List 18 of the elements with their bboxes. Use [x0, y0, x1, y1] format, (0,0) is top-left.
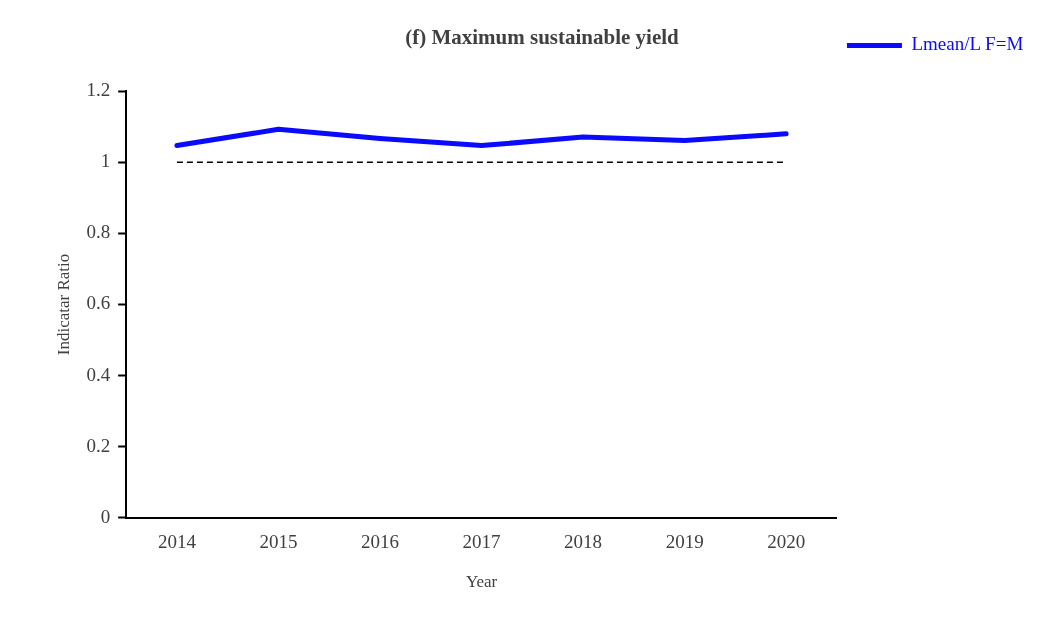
y-tick-label: 1.2: [86, 79, 111, 101]
legend-label: Lmean/L F=M: [911, 33, 1024, 55]
y-axis-title: Indicatar Ratio: [53, 253, 73, 356]
y-tick-label: 0.8: [86, 221, 111, 243]
chart-title: (f) Maximum sustainable yield: [405, 25, 680, 50]
x-tick-label: 2015: [259, 531, 298, 553]
x-tick-label: 2019: [665, 531, 704, 553]
y-tick-label: 0.6: [86, 292, 111, 314]
x-tick-label: 2016: [361, 531, 399, 553]
x-tick-label: 2020: [767, 531, 806, 553]
x-tick-label: 2014: [157, 531, 197, 553]
y-tick-label: 1: [100, 150, 111, 172]
y-tick-label: 0.4: [86, 363, 111, 385]
y-tick-label: 0: [100, 505, 111, 527]
y-tick-label: 0.2: [86, 434, 111, 456]
x-tick-label: 2018: [564, 531, 603, 553]
x-tick-label: 2017: [462, 531, 501, 553]
x-axis-title: Year: [465, 572, 498, 592]
